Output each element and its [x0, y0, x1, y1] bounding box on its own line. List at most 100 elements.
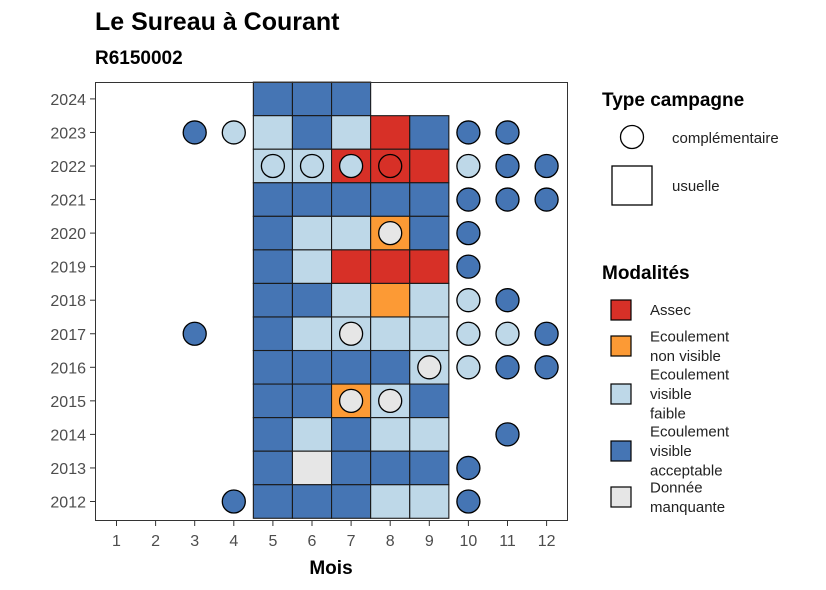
legend-label-manquante: Donnée: [650, 479, 703, 496]
tile-2017-9: [409, 316, 450, 352]
x-tick-label: 6: [308, 533, 317, 550]
point-2022-11: [495, 153, 520, 179]
legend-label-acceptable: visible: [650, 443, 692, 460]
legend-label-nonvisible: Ecoulement: [650, 328, 730, 345]
point-2016-9: [417, 355, 442, 380]
chart-subtitle: R6150002: [95, 48, 183, 69]
point-2022-5: [260, 153, 286, 179]
tile-2019-6: [291, 249, 333, 284]
tile-2016-7: [330, 349, 372, 385]
tile-2012-9: [409, 484, 450, 519]
tile-2022-9: [409, 148, 450, 184]
point-2021-11: [495, 187, 520, 212]
legend-label-complementaire: complémentaire: [672, 130, 779, 147]
tile-2013-9: [409, 450, 450, 486]
point-2017-12: [534, 321, 559, 346]
point-2012-4: [221, 489, 246, 514]
y-tick-label: 2012: [50, 495, 86, 512]
point-2018-10: [456, 288, 481, 313]
legend-key-acceptable: [610, 440, 632, 462]
tile-2024-7: [330, 81, 372, 117]
point-2023-11: [495, 120, 520, 145]
tile-2020-5: [252, 215, 294, 251]
point-2014-11: [495, 422, 520, 447]
tile-2019-8: [370, 249, 411, 284]
x-tick-label: 9: [425, 533, 434, 550]
point-2017-10: [456, 321, 481, 346]
point-2019-10: [456, 254, 481, 279]
point-2021-12: [534, 187, 559, 212]
legend-key-nonvisible: [610, 335, 632, 357]
tile-2016-5: [252, 349, 294, 385]
tile-2015-5: [252, 383, 294, 419]
tile-2023-9: [409, 115, 450, 150]
point-2022-8: [378, 153, 403, 179]
tile-2014-9: [409, 417, 450, 452]
point-2020-10: [456, 220, 481, 246]
tile-2019-7: [330, 249, 372, 284]
point-2018-11: [495, 288, 520, 313]
tile-2014-5: [252, 417, 294, 452]
tile-2013-7: [330, 450, 372, 486]
point-2017-11: [495, 321, 520, 346]
x-axis-title: Mois: [309, 558, 352, 579]
legend-modalites: Modalités Assec Ecoulement non visible Ecou…: [602, 263, 730, 516]
tile-2017-5: [252, 316, 294, 352]
legend-label-usuelle: usuelle: [672, 178, 720, 195]
tile-2019-5: [252, 249, 294, 284]
point-2020-8: [378, 220, 403, 246]
y-tick-label: 2024: [50, 92, 86, 109]
legend-key-complementaire: [619, 124, 645, 150]
tile-2016-6: [291, 349, 333, 385]
tile-2017-6: [291, 316, 333, 352]
y-tick-label: 2023: [50, 125, 86, 142]
point-2022-7: [338, 153, 364, 179]
point-2021-10: [456, 187, 481, 212]
x-tick-label: 7: [347, 533, 356, 550]
chart-title: Le Sureau à Courant: [95, 8, 340, 36]
point-2015-8: [378, 388, 403, 414]
y-tick-label: 2017: [50, 327, 86, 344]
tile-2021-5: [252, 182, 294, 217]
legend-label-faible: faible: [650, 406, 686, 423]
tile-2021-7: [330, 182, 372, 217]
point-2016-10: [456, 355, 481, 380]
x-axis: 1 2 3 4 5 6 7 8 9 10 11 12: [112, 521, 556, 550]
legend-campagne-title: Type campagne: [602, 90, 744, 111]
tile-2012-7: [330, 484, 372, 519]
tile-2014-7: [330, 417, 372, 452]
tile-2018-6: [291, 282, 333, 318]
tile-2012-8: [370, 484, 411, 519]
tile-2024-5: [252, 81, 294, 117]
tile-2015-6: [291, 383, 333, 419]
tile-2012-6: [291, 484, 333, 519]
tile-2021-6: [291, 182, 333, 217]
x-tick-label: 11: [499, 533, 516, 550]
point-2022-6: [299, 153, 325, 179]
y-tick-label: 2020: [50, 226, 86, 243]
point-2012-10: [456, 489, 481, 514]
x-tick-label: 8: [386, 533, 395, 550]
legend-key-assec: [610, 299, 632, 321]
tile-2023-8: [370, 115, 411, 150]
point-2023-3: [182, 120, 207, 145]
tile-2019-9: [409, 249, 450, 284]
point-2017-7: [338, 321, 364, 346]
y-tick-label: 2021: [50, 193, 86, 210]
y-tick-label: 2018: [50, 293, 86, 310]
x-tick-label: 10: [460, 533, 478, 550]
legend-label-acceptable: acceptable: [650, 463, 723, 480]
y-tick-label: 2015: [50, 394, 86, 411]
legend-modalites-title: Modalités: [602, 263, 690, 284]
tiles-layer: [252, 81, 450, 519]
y-tick-label: 2014: [50, 427, 86, 444]
y-tick-label: 2022: [50, 159, 86, 176]
legend-label-assec: Assec: [650, 302, 691, 319]
point-2022-12: [534, 153, 559, 179]
y-tick-label: 2016: [50, 360, 86, 377]
legend-label-nonvisible: non visible: [650, 348, 721, 365]
point-2017-3: [182, 321, 207, 346]
tile-2014-6: [291, 417, 333, 452]
y-tick-label: 2013: [50, 461, 86, 478]
tile-2014-8: [370, 417, 411, 452]
